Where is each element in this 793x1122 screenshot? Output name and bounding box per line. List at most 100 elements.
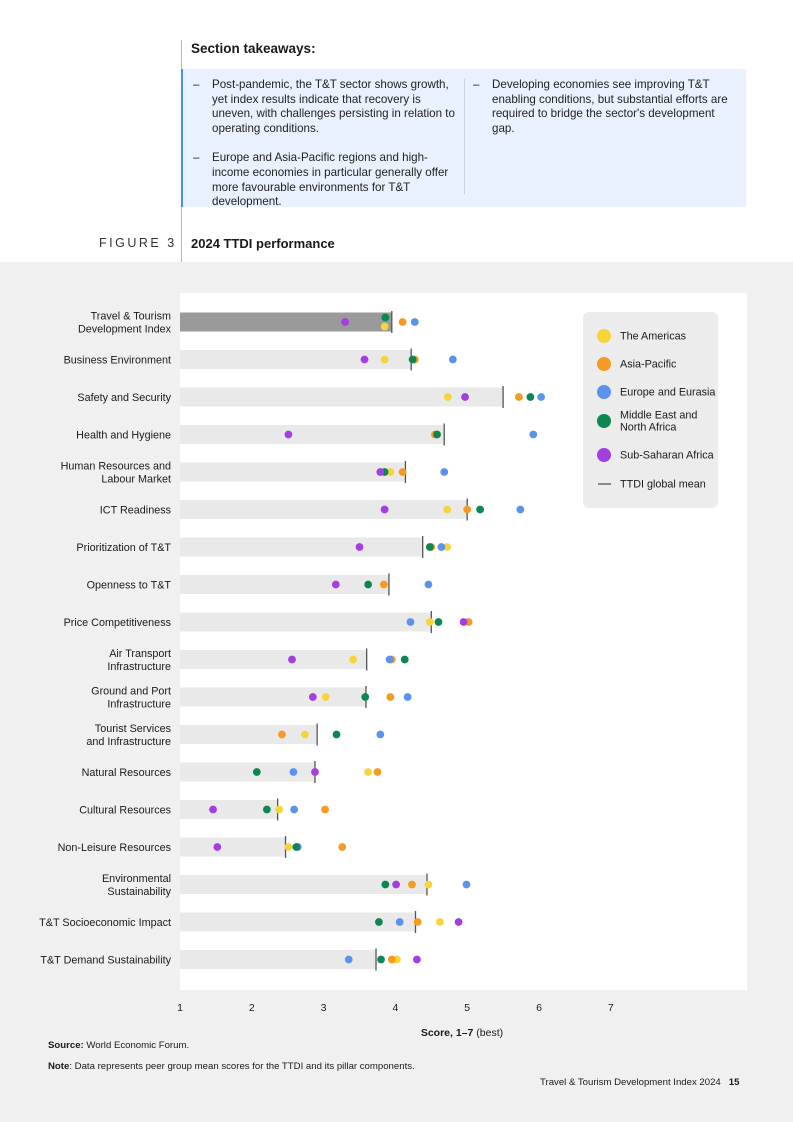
americas-dot bbox=[425, 618, 434, 626]
x-tick-label: 7 bbox=[608, 1002, 614, 1014]
europe-dot bbox=[437, 543, 446, 551]
europe-dot bbox=[516, 505, 525, 514]
legend-label: Europe and Eurasia bbox=[620, 386, 715, 398]
americas-dot bbox=[436, 918, 444, 926]
americas-dot bbox=[284, 843, 293, 851]
ssa-dot bbox=[454, 918, 463, 926]
x-tick-label: 3 bbox=[321, 1002, 327, 1014]
ssa-dot bbox=[360, 355, 369, 364]
americas-dot bbox=[349, 655, 357, 664]
ssa-dot bbox=[311, 768, 319, 776]
ssa-dot bbox=[209, 805, 217, 814]
note-label: Note bbox=[48, 1061, 70, 1072]
legend-asia-swatch bbox=[597, 357, 611, 371]
legend-americas-swatch bbox=[597, 329, 611, 343]
asia-dot bbox=[398, 468, 407, 476]
page-footer: Travel & Tourism Development Index 2024 1… bbox=[540, 1077, 739, 1088]
row-label: Health and Hygiene bbox=[76, 429, 171, 441]
mena-dot bbox=[408, 355, 417, 364]
takeaway-bullet: – Europe and Asia-Pacific regions and hi… bbox=[193, 151, 465, 209]
mena-dot bbox=[400, 655, 409, 664]
legend-ssa-swatch bbox=[597, 448, 611, 462]
note-text: : Data represents peer group mean scores… bbox=[69, 1061, 415, 1072]
americas-dot bbox=[380, 355, 389, 364]
ssa-dot bbox=[341, 318, 350, 326]
row-label: Non-Leisure Resources bbox=[58, 842, 172, 854]
americas-dot bbox=[301, 730, 309, 739]
mena-dot bbox=[262, 805, 271, 814]
takeaway-text: Europe and Asia-Pacific regions and high… bbox=[212, 151, 449, 209]
mena-dot bbox=[332, 730, 341, 739]
americas-dot bbox=[275, 805, 283, 814]
takeaways-left-column: – Post-pandemic, the T&T sector shows gr… bbox=[193, 78, 465, 225]
row-label: Environmental Sustainability bbox=[102, 873, 172, 898]
column-divider bbox=[464, 79, 465, 194]
mena-dot bbox=[292, 843, 301, 851]
europe-dot bbox=[290, 805, 299, 814]
mena-dot bbox=[381, 313, 390, 322]
source-note: Source: World Economic Forum. bbox=[48, 1040, 189, 1051]
europe-dot bbox=[448, 355, 457, 364]
x-tick-label: 6 bbox=[536, 1002, 542, 1014]
pillar-mean-bar bbox=[180, 500, 468, 519]
asia-dot bbox=[514, 393, 523, 401]
ssa-dot bbox=[392, 880, 401, 889]
europe-dot bbox=[385, 655, 394, 664]
ssa-dot bbox=[461, 393, 469, 401]
europe-dot bbox=[410, 318, 419, 326]
legend-label: Asia-Pacific bbox=[620, 358, 677, 370]
row-label: Cultural Resources bbox=[79, 804, 171, 816]
pillar-mean-bar bbox=[180, 387, 504, 407]
europe-dot bbox=[424, 580, 433, 589]
mena-dot bbox=[361, 693, 370, 701]
asia-dot bbox=[373, 768, 382, 776]
americas-dot bbox=[424, 880, 433, 889]
bullet-dash: – bbox=[473, 78, 480, 91]
europe-dot bbox=[440, 468, 449, 476]
pillar-mean-bar bbox=[180, 800, 278, 819]
row-label: T&T Socioeconomic Impact bbox=[39, 917, 171, 929]
row-label: T&T Demand Sustainability bbox=[40, 954, 171, 966]
row-label: Air Transport Infrastructure bbox=[107, 648, 171, 673]
europe-dot bbox=[462, 880, 471, 889]
pillar-mean-bar bbox=[180, 650, 367, 669]
asia-dot bbox=[386, 693, 395, 701]
europe-dot bbox=[537, 393, 546, 401]
asia-dot bbox=[413, 918, 422, 926]
row-label: Natural Resources bbox=[82, 767, 172, 779]
ssa-dot bbox=[288, 655, 296, 664]
ssa-dot bbox=[284, 430, 293, 439]
pillar-mean-bar bbox=[180, 425, 445, 444]
asia-dot bbox=[338, 843, 347, 851]
americas-dot bbox=[364, 768, 373, 776]
footer-title: Travel & Tourism Development Index 2024 bbox=[540, 1077, 721, 1088]
europe-dot bbox=[344, 955, 353, 964]
pillar-mean-bar bbox=[180, 462, 406, 482]
row-label: Tourist Services and Infrastructure bbox=[86, 723, 171, 748]
source-label: Source: bbox=[48, 1040, 84, 1051]
ssa-dot bbox=[380, 505, 389, 514]
ssa-dot bbox=[459, 618, 468, 626]
bullet-dash: – bbox=[193, 78, 200, 91]
pillar-mean-bar bbox=[180, 875, 427, 894]
europe-dot bbox=[406, 618, 415, 626]
mena-dot bbox=[381, 880, 390, 889]
asia-dot bbox=[321, 805, 329, 814]
americas-dot bbox=[386, 468, 395, 476]
americas-dot bbox=[443, 393, 452, 401]
pillar-mean-bar bbox=[180, 350, 412, 369]
row-label: Travel & Tourism Development Index bbox=[78, 310, 172, 335]
takeaways-title: Section takeaways: bbox=[191, 41, 316, 56]
pillar-mean-bar bbox=[180, 950, 377, 969]
data-note: Note: Data represents peer group mean sc… bbox=[48, 1061, 415, 1072]
mena-dot bbox=[526, 393, 535, 401]
row-label: Ground and Port Infrastructure bbox=[91, 685, 171, 710]
x-tick-label: 4 bbox=[392, 1002, 398, 1014]
ssa-dot bbox=[213, 843, 222, 851]
americas-dot bbox=[443, 505, 451, 514]
takeaways-right-column: – Developing economies see improving T&T… bbox=[473, 78, 738, 151]
page-number: 15 bbox=[728, 1077, 740, 1088]
mena-dot bbox=[377, 955, 385, 964]
asia-dot bbox=[387, 955, 396, 964]
mena-dot bbox=[433, 430, 441, 439]
